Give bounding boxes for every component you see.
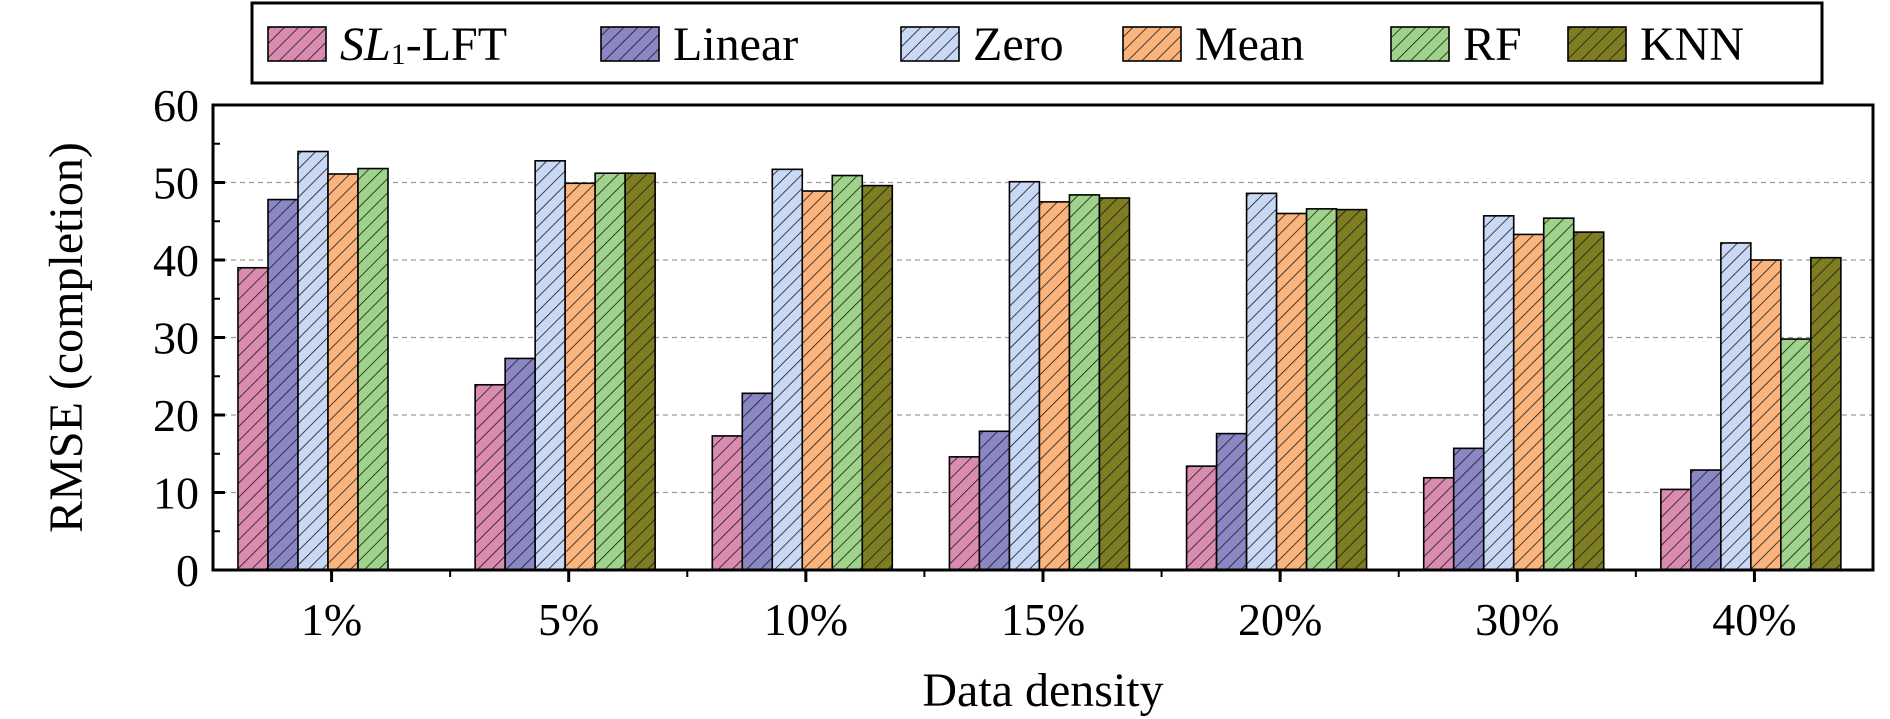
bar-rf-5 [1542, 217, 1575, 571]
legend: SL1-LFT Linear Zero Mean RF KNN [250, 1, 1824, 85]
bar-linear-6 [1690, 469, 1722, 571]
x-tick-label: 10% [764, 594, 848, 645]
bar-knn-4 [1335, 208, 1368, 571]
bar-linear-4 [1215, 432, 1248, 571]
bar-mean-0 [327, 173, 359, 571]
bar-linear-5 [1452, 447, 1485, 571]
bar-knn-3 [1098, 197, 1131, 571]
x-tick-label: 1% [301, 594, 362, 645]
bar-rf-1 [594, 172, 626, 571]
bar-knn-1 [624, 172, 656, 571]
bar-sl1-lft-0 [237, 266, 269, 571]
x-axis-title: Data density [922, 664, 1163, 717]
y-tick-label: 20 [153, 390, 199, 441]
bar-knn-2 [861, 184, 894, 571]
bar-sl1-lft-1 [474, 383, 506, 571]
y-axis-title: RMSE (completion) [40, 142, 93, 533]
bar-mean-6 [1750, 259, 1782, 571]
bar-mean-4 [1275, 212, 1308, 571]
y-tick-label: 0 [176, 545, 199, 596]
y-tick-label: 40 [153, 235, 199, 286]
legend-swatch [900, 26, 960, 62]
bar-sl1-lft-5 [1422, 476, 1455, 571]
x-tick-label: 40% [1712, 594, 1796, 645]
legend-label: Linear [673, 18, 798, 71]
x-tick-label: 15% [1001, 594, 1085, 645]
bar-linear-2 [741, 392, 774, 571]
y-tick-label: 30 [153, 313, 199, 364]
bar-sl1-lft-4 [1185, 465, 1218, 571]
bar-rf-2 [831, 174, 864, 571]
bar-knn-6 [1810, 256, 1842, 571]
bar-zero-4 [1245, 192, 1278, 571]
x-tick-label: 30% [1475, 594, 1559, 645]
legend-label: RF [1463, 18, 1522, 71]
bar-sl1-lft-6 [1660, 488, 1692, 571]
bar-mean-5 [1512, 233, 1545, 571]
x-tick-label: 20% [1238, 594, 1322, 645]
bar-knn-5 [1572, 231, 1605, 571]
legend-swatch [1390, 26, 1450, 62]
y-tick-label: 10 [153, 468, 199, 519]
bar-mean-1 [564, 182, 596, 571]
legend-label: KNN [1640, 18, 1744, 71]
bar-zero-1 [534, 160, 566, 571]
legend-swatch [267, 26, 327, 62]
bar-linear-0 [267, 198, 299, 571]
x-tick-label: 5% [538, 594, 599, 645]
bar-zero-2 [771, 168, 804, 571]
y-tick-label: 60 [153, 80, 199, 131]
bar-mean-2 [801, 190, 834, 571]
legend-label: Mean [1195, 18, 1304, 71]
legend-swatch [1567, 26, 1627, 62]
legend-swatch [600, 26, 660, 62]
bar-mean-3 [1038, 201, 1071, 571]
bar-linear-1 [504, 357, 536, 571]
y-tick-label: 50 [153, 158, 199, 209]
bar-zero-5 [1482, 215, 1515, 571]
legend-swatch [1122, 26, 1182, 62]
bar-rf-0 [357, 167, 389, 571]
bar-rf-3 [1068, 194, 1101, 571]
bar-zero-6 [1720, 242, 1752, 571]
bar-sl1-lft-3 [948, 456, 981, 571]
bars [237, 150, 1842, 571]
legend-label: Zero [973, 18, 1064, 71]
bar-zero-0 [297, 150, 329, 571]
bar-linear-3 [978, 430, 1011, 571]
bar-rf-6 [1780, 338, 1812, 571]
bar-sl1-lft-2 [711, 435, 744, 571]
bar-rf-4 [1305, 208, 1338, 571]
bar-zero-3 [1008, 180, 1041, 571]
axis-ticks: 0 10 20 30 40 50 60 1% 5% 10% 15% 20% 30% 40% [153, 80, 1797, 645]
legend-box [250, 1, 1824, 85]
legend-label: SL1-LFT [340, 18, 507, 71]
